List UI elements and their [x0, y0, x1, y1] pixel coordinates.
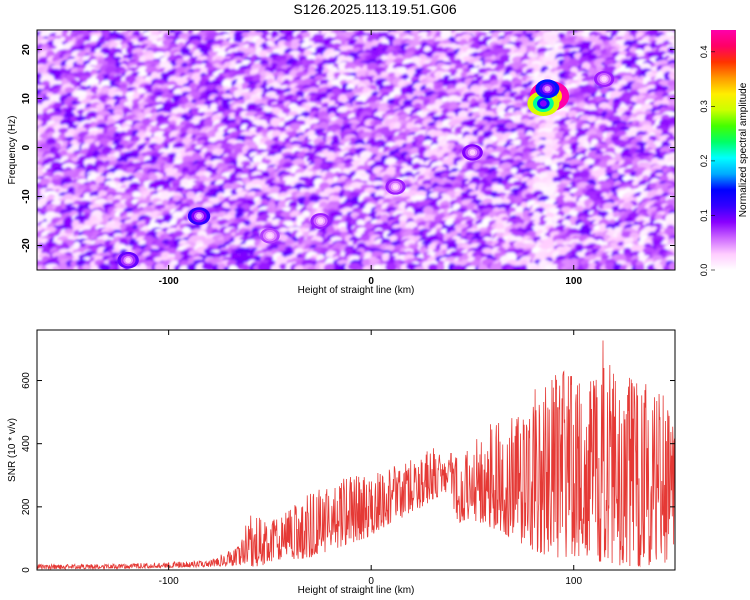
heatmap-cell — [270, 117, 282, 128]
heatmap-cell — [527, 51, 536, 60]
heatmap-cell — [233, 35, 245, 44]
heatmap-cell — [307, 87, 319, 94]
heatmap-cell — [50, 115, 64, 122]
heatmap-cell — [125, 46, 134, 55]
heatmap-cell — [64, 86, 75, 94]
heatmap-cell — [37, 67, 45, 74]
heatmap-cell — [37, 107, 45, 116]
heatmap-cell — [440, 30, 452, 40]
heatmap-cell — [640, 103, 654, 111]
heatmap-cell — [450, 119, 464, 126]
heatmap-cell — [119, 83, 128, 90]
heatmap-cell — [402, 99, 415, 107]
heatmap-cell — [446, 51, 456, 58]
heatmap-cell — [309, 94, 318, 104]
heatmap-cell — [635, 49, 644, 56]
heatmap-cell — [430, 103, 443, 111]
heatmap-cell — [132, 191, 141, 198]
heatmap-cell — [568, 72, 577, 78]
heatmap-cell — [203, 117, 213, 129]
heatmap-cell — [668, 187, 675, 194]
heatmap-cell — [587, 115, 598, 123]
heatmap-cell — [114, 104, 123, 111]
heatmap-cell — [64, 131, 73, 138]
heatmap-cell — [588, 34, 597, 44]
heatmap-cell — [646, 51, 657, 58]
heatmap-cell — [588, 67, 596, 75]
heatmap-cell — [499, 54, 512, 63]
heatmap-cell — [191, 91, 203, 99]
heatmap-cell — [221, 79, 232, 89]
heatmap-cell — [550, 163, 559, 171]
heatmap-cell — [640, 62, 652, 71]
heatmap-cell — [156, 114, 166, 124]
heatmap-cells — [37, 30, 675, 270]
heatmap-cell — [526, 40, 539, 48]
heatmap-cell — [617, 79, 628, 86]
page-title: S126.2025.113.19.51.G06 — [293, 1, 457, 17]
heatmap-cell — [49, 94, 63, 104]
heatmap-cell — [246, 47, 256, 55]
